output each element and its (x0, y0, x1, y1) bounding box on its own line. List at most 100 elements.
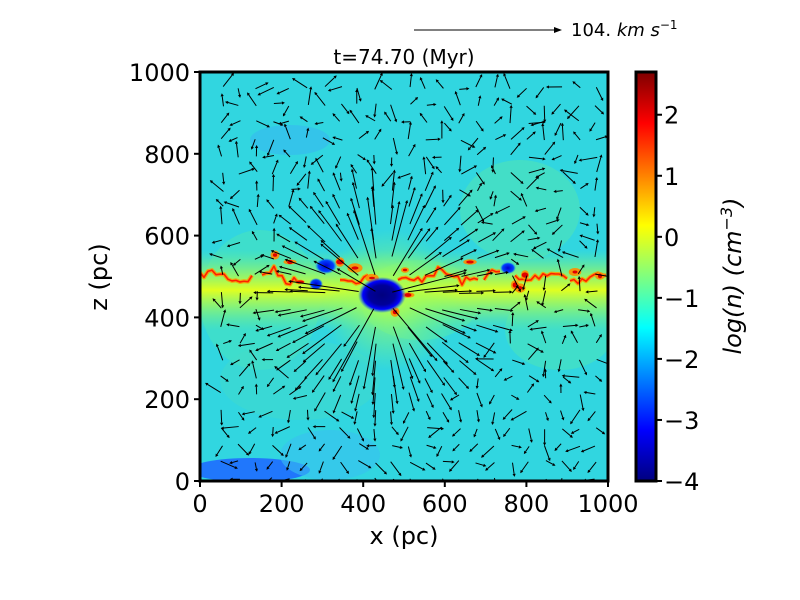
velocity-arrow (426, 444, 434, 448)
velocity-arrow (390, 394, 394, 411)
velocity-arrow (307, 173, 310, 189)
velocity-arrow (255, 309, 260, 319)
velocity-arrow (595, 273, 608, 277)
velocity-arrow (460, 211, 477, 226)
velocity-arrow (478, 233, 494, 243)
velocity-arrow (441, 393, 451, 409)
velocity-arrow (586, 392, 596, 395)
velocity-arrow (510, 303, 519, 310)
velocity-arrow-head (255, 328, 259, 332)
velocity-arrow (229, 324, 240, 328)
velocity-arrow (579, 394, 584, 409)
velocity-arrow (536, 87, 545, 97)
velocity-arrow-head (529, 439, 533, 443)
velocity-arrow (578, 309, 588, 312)
velocity-arrow-head (392, 181, 396, 185)
velocity-arrow-head (381, 183, 385, 187)
velocity-arrow (259, 87, 275, 95)
velocity-arrow-head (469, 289, 473, 293)
velocity-arrow-head (223, 309, 227, 313)
velocity-arrow (220, 208, 223, 225)
velocity-arrow-head (211, 240, 216, 244)
velocity-arrow-head (402, 420, 406, 424)
velocity-arrow-head (535, 186, 539, 190)
velocity-arrow-head (551, 111, 555, 115)
velocity-arrow-head (570, 430, 575, 434)
velocity-arrow-head (543, 368, 547, 372)
velocity-arrow-head (409, 175, 413, 180)
velocity-arrow-head (395, 401, 399, 405)
velocity-arrow-head (523, 450, 527, 455)
velocity-arrow-head (516, 94, 521, 98)
velocity-arrow-head (276, 91, 280, 95)
velocity-arrow-head (551, 231, 556, 235)
velocity-arrow-head (252, 311, 256, 315)
velocity-arrow-head (542, 167, 546, 171)
velocity-arrow-head (553, 189, 557, 193)
velocity-arrow (495, 135, 504, 141)
velocity-arrow (424, 187, 435, 208)
velocity-arrow-head (219, 265, 224, 269)
velocity-arrow-head (532, 111, 537, 115)
velocity-arrow-head (378, 128, 382, 133)
velocity-arrow (475, 76, 482, 88)
velocity-arrow (392, 375, 398, 402)
velocity-arrow (577, 266, 584, 275)
velocity-arrow (269, 326, 291, 336)
velocity-arrow (542, 125, 545, 141)
velocity-arrow (232, 359, 240, 365)
velocity-arrow-head (277, 313, 281, 317)
velocity-arrow (238, 169, 253, 175)
velocity-arrow-head (440, 120, 444, 124)
velocity-arrow-head (276, 233, 280, 237)
velocity-arrow-head (516, 396, 520, 400)
velocity-arrow (475, 358, 492, 370)
velocity-arrow-head (275, 159, 279, 163)
velocity-arrow (526, 290, 530, 299)
velocity-arrow (267, 201, 275, 209)
velocity-arrow-head (229, 461, 233, 465)
velocity-arrow-head (432, 466, 436, 470)
velocity-arrow (475, 462, 484, 466)
velocity-arrow (391, 203, 400, 241)
velocity-arrow (459, 189, 469, 196)
velocity-arrow-head (430, 171, 434, 175)
velocity-arrow-head (479, 404, 483, 408)
velocity-arrow-head (587, 417, 591, 422)
velocity-arrow-head (281, 385, 286, 389)
velocity-arrow-head (355, 88, 359, 92)
velocity-arrow-head (456, 284, 460, 288)
velocity-arrow (461, 269, 488, 277)
velocity-arrow (426, 360, 444, 384)
velocity-arrow-head (230, 72, 235, 77)
velocity-arrow (441, 309, 476, 319)
velocity-arrow-head (399, 445, 403, 449)
velocity-arrow-head (373, 438, 377, 442)
velocity-arrow (407, 207, 425, 241)
velocity-arrow-head (237, 94, 242, 98)
colorbar-frame (634, 70, 658, 483)
velocity-arrow-head (361, 438, 365, 442)
velocity-arrow-head (366, 196, 370, 200)
velocity-arrow-head (312, 425, 316, 429)
velocity-arrow (482, 445, 495, 457)
velocity-arrow-head (453, 391, 458, 396)
velocity-arrow-head (567, 380, 572, 384)
velocity-arrow-head (366, 159, 370, 163)
velocity-arrow (442, 411, 449, 421)
velocity-arrow (487, 462, 495, 470)
velocity-arrow (511, 462, 515, 474)
velocity-arrow-head (309, 86, 313, 90)
velocity-arrow (430, 426, 442, 437)
velocity-arrow (304, 156, 307, 166)
velocity-arrow (442, 240, 468, 258)
velocity-arrow (494, 428, 500, 438)
velocity-arrow-head (561, 417, 565, 421)
velocity-arrow-head (530, 123, 534, 127)
velocity-arrow (528, 375, 538, 382)
velocity-arrow-head (589, 312, 593, 317)
velocity-arrow-head (257, 317, 261, 321)
velocity-arrow-head (587, 309, 591, 313)
velocity-arrow-head (414, 96, 419, 101)
velocity-arrow-head (248, 208, 252, 213)
